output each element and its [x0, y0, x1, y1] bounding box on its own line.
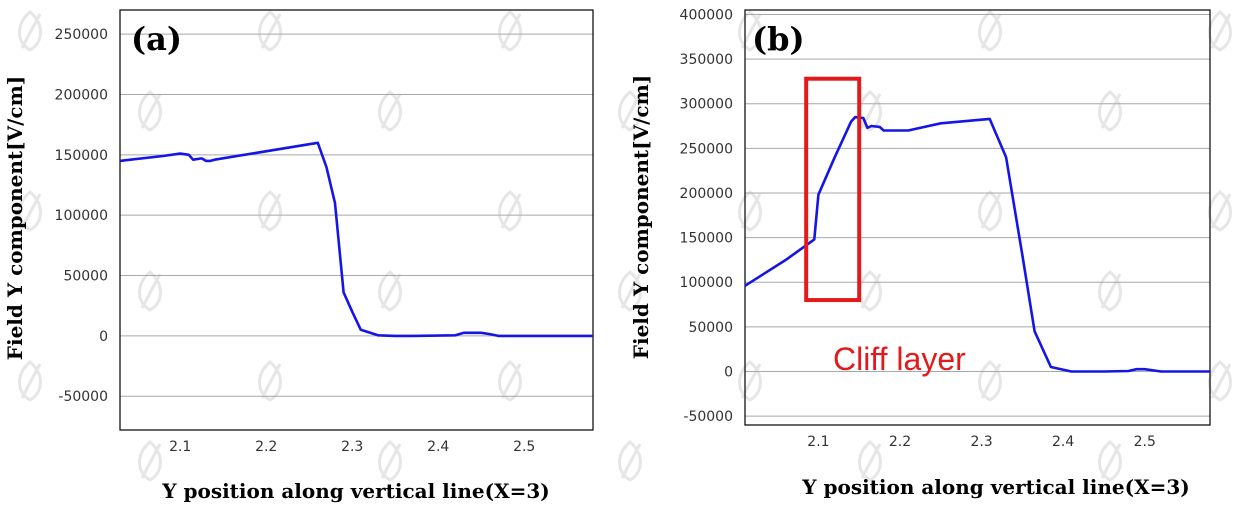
watermark-logo-icon: [498, 360, 522, 402]
plot-frame-b: [744, 9, 1211, 426]
watermark-logo-icon: [1208, 190, 1232, 232]
x-tick-label: 2.1: [807, 434, 829, 450]
x-tick-label: 2.2: [255, 439, 277, 455]
watermark-logo-icon: [978, 360, 1002, 402]
watermark-logo-icon: [618, 90, 642, 132]
watermark-logo-icon: [498, 190, 522, 232]
y-tick-labels-b: -50000 0 50000 100000 150000 200000 250000 3000…: [680, 7, 733, 425]
y-axis-title-a: Field Y component[V/cm]: [3, 76, 27, 360]
cliff-layer-box: [804, 76, 862, 303]
x-tick-label: 2.3: [970, 434, 992, 450]
y-tick-label: 200000: [55, 87, 108, 103]
series-line: [119, 141, 593, 338]
y-tick-label: 250000: [55, 27, 108, 43]
watermark-logo-icon: [1098, 440, 1122, 482]
x-tick-label: 2.2: [889, 434, 911, 450]
watermark-logo-icon: [378, 90, 402, 132]
watermark-logo-icon: [378, 440, 402, 482]
watermark-logo-icon: [858, 440, 882, 482]
panel-label-b: (b): [752, 20, 805, 58]
y-tick-label: 0: [99, 329, 108, 345]
watermark-logo-icon: [138, 440, 162, 482]
panel-label-a: (a): [131, 20, 182, 58]
y-tick-label: 150000: [55, 148, 108, 164]
y-tick-label: -50000: [683, 409, 733, 425]
x-tick-label: 2.4: [427, 439, 449, 455]
watermark-logo-icon: [1208, 360, 1232, 402]
x-tick-label: 2.1: [169, 439, 191, 455]
chart-panel-a: -50000 0 50000 100000 150000 200000 250000 2.1…: [3, 9, 594, 503]
y-tick-label: -50000: [58, 389, 108, 405]
series-group-a: [119, 141, 593, 338]
watermark-logo-icon: [978, 10, 1002, 52]
x-tick-label: 2.4: [1052, 434, 1074, 450]
x-tick-label: 2.5: [513, 439, 535, 455]
watermark-logo-icon: [1098, 270, 1122, 312]
chart-panel-b: -50000 0 50000 100000 150000 200000 250000 3000…: [629, 7, 1211, 499]
y-tick-label: 0: [724, 364, 733, 380]
series-line: [744, 115, 1210, 373]
watermark-logo-icon: [738, 360, 762, 402]
watermark-logo-icon: [138, 270, 162, 312]
x-axis-title-a: Y position along vertical line(X=3): [161, 479, 549, 503]
watermark-logo-icon: [138, 90, 162, 132]
cliff-layer-label: Cliff layer: [833, 341, 966, 377]
plot-frame-a: [119, 9, 594, 431]
gridlines-a: [120, 33, 593, 397]
watermark-logo-icon: [258, 190, 282, 232]
y-tick-labels-a: -50000 0 50000 100000 150000 200000 250000: [55, 27, 108, 405]
watermark-logo-icon: [618, 270, 642, 312]
y-tick-label: 100000: [680, 275, 733, 291]
y-tick-label: 400000: [680, 7, 733, 23]
y-tick-label: 50000: [63, 269, 108, 285]
y-tick-label: 350000: [680, 52, 733, 68]
watermark-logo-icon: [1098, 90, 1122, 132]
series-group-b: [744, 115, 1210, 373]
watermark-layer: [18, 10, 1232, 482]
x-tick-label: 2.3: [341, 439, 363, 455]
y-axis-title-b: Field Y component[V/cm]: [629, 75, 653, 359]
watermark-logo-icon: [618, 440, 642, 482]
watermark-logo-icon: [258, 10, 282, 52]
y-tick-label: 100000: [55, 208, 108, 224]
watermark-logo-icon: [1208, 10, 1232, 52]
y-tick-label: 300000: [680, 97, 733, 113]
gridlines-b: [745, 13, 1210, 417]
watermark-logo-icon: [378, 270, 402, 312]
y-tick-label: 50000: [688, 320, 733, 336]
watermark-logo-icon: [858, 90, 882, 132]
x-tick-labels-a: 2.1 2.2 2.3 2.4 2.5: [169, 439, 535, 455]
watermark-logo-icon: [738, 190, 762, 232]
watermark-logo-icon: [18, 360, 42, 402]
x-tick-labels-b: 2.1 2.2 2.3 2.4 2.5: [807, 434, 1156, 450]
watermark-logo-icon: [258, 360, 282, 402]
watermark-logo-icon: [978, 190, 1002, 232]
watermark-logo-icon: [18, 10, 42, 52]
watermark-logo-icon: [858, 270, 882, 312]
y-tick-label: 250000: [680, 141, 733, 157]
x-tick-label: 2.5: [1134, 434, 1156, 450]
watermark-logo-icon: [18, 190, 42, 232]
x-axis-title-b: Y position along vertical line(X=3): [801, 475, 1189, 499]
y-tick-label: 200000: [680, 186, 733, 202]
y-tick-label: 150000: [680, 231, 733, 247]
watermark-logo-icon: [498, 10, 522, 52]
